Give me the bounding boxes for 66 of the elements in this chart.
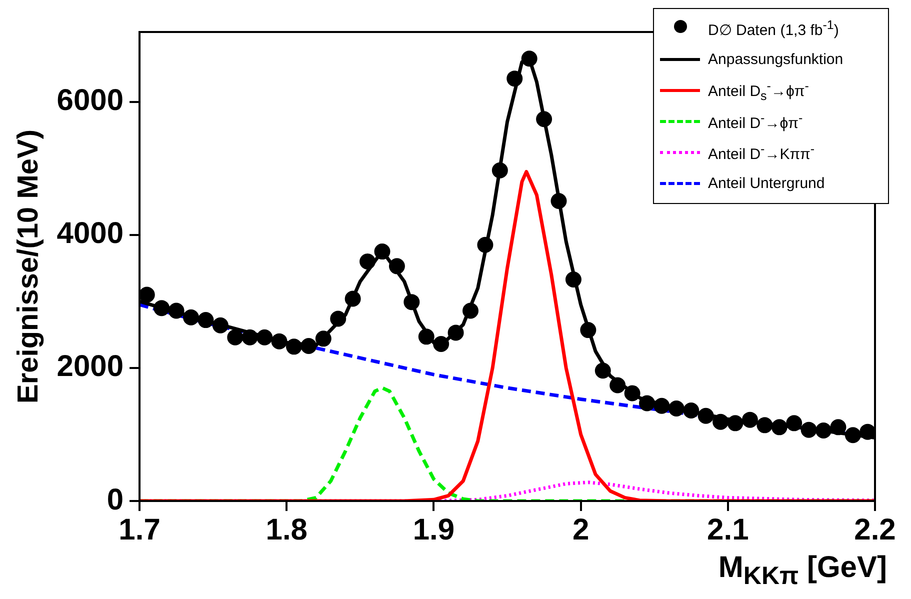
point	[712, 414, 729, 430]
x-tick-label: 2	[572, 513, 590, 546]
point	[565, 271, 582, 288]
point	[344, 290, 361, 307]
point	[639, 395, 656, 412]
point	[286, 338, 302, 355]
point	[844, 427, 861, 444]
point	[727, 415, 744, 432]
point	[418, 328, 434, 345]
point	[477, 236, 494, 253]
x-tick-label: 2.2	[854, 513, 896, 546]
point	[462, 302, 478, 319]
point	[271, 333, 288, 350]
point	[610, 377, 626, 394]
point	[448, 324, 464, 341]
point	[492, 162, 508, 178]
point	[830, 419, 846, 436]
point	[521, 50, 538, 67]
y-tick-label: 2000	[56, 350, 124, 384]
point	[256, 329, 273, 346]
legend-label: Anteil Untergrund	[708, 175, 825, 192]
legend-label: D∅ Daten (1,3 fb$^{-1}$)	[708, 18, 839, 39]
point	[300, 338, 317, 354]
legend-label: Anteil D$^{-}$→Kππ$^{-}$	[708, 142, 815, 163]
point	[242, 329, 258, 346]
point	[315, 330, 332, 347]
point	[330, 310, 346, 327]
point	[756, 417, 773, 434]
point	[786, 415, 802, 432]
x-axis-title: M$_{KKπ}$ [GeV]	[718, 551, 887, 591]
point	[668, 400, 684, 417]
point	[742, 412, 758, 428]
point	[227, 329, 244, 346]
point	[506, 70, 523, 87]
point	[404, 294, 420, 310]
point	[550, 192, 567, 209]
point	[536, 111, 552, 128]
point	[433, 336, 450, 352]
point	[771, 419, 788, 436]
point	[683, 402, 700, 419]
point	[654, 398, 670, 414]
legend-label: Anpassungsfunktion	[708, 51, 844, 68]
point	[360, 254, 376, 270]
x-tick-label: 1.8	[266, 513, 308, 546]
point	[624, 385, 640, 402]
y-tick-label: 6000	[56, 84, 124, 118]
legend-label: Anteil D$_{s}$$^{-}$→ϕπ$^{-}$	[708, 78, 809, 102]
point	[698, 408, 714, 424]
x-tick-label: 1.9	[412, 513, 455, 546]
point	[800, 422, 817, 438]
point	[816, 422, 832, 438]
point	[183, 309, 200, 326]
point	[198, 312, 214, 328]
x-tick-label: 2.1	[707, 513, 749, 546]
y-tick-label: 4000	[56, 217, 124, 250]
point	[388, 258, 405, 274]
point	[168, 302, 184, 319]
point	[860, 424, 875, 440]
point	[154, 300, 170, 316]
point	[580, 322, 596, 338]
point	[594, 362, 611, 379]
point	[212, 317, 228, 334]
legend-label: Anteil D$^{-}$→ϕπ$^{-}$	[708, 111, 803, 132]
point	[140, 286, 155, 303]
y-axis-title: Ereignisse/(10 MeV)	[12, 130, 44, 404]
point	[374, 244, 390, 260]
